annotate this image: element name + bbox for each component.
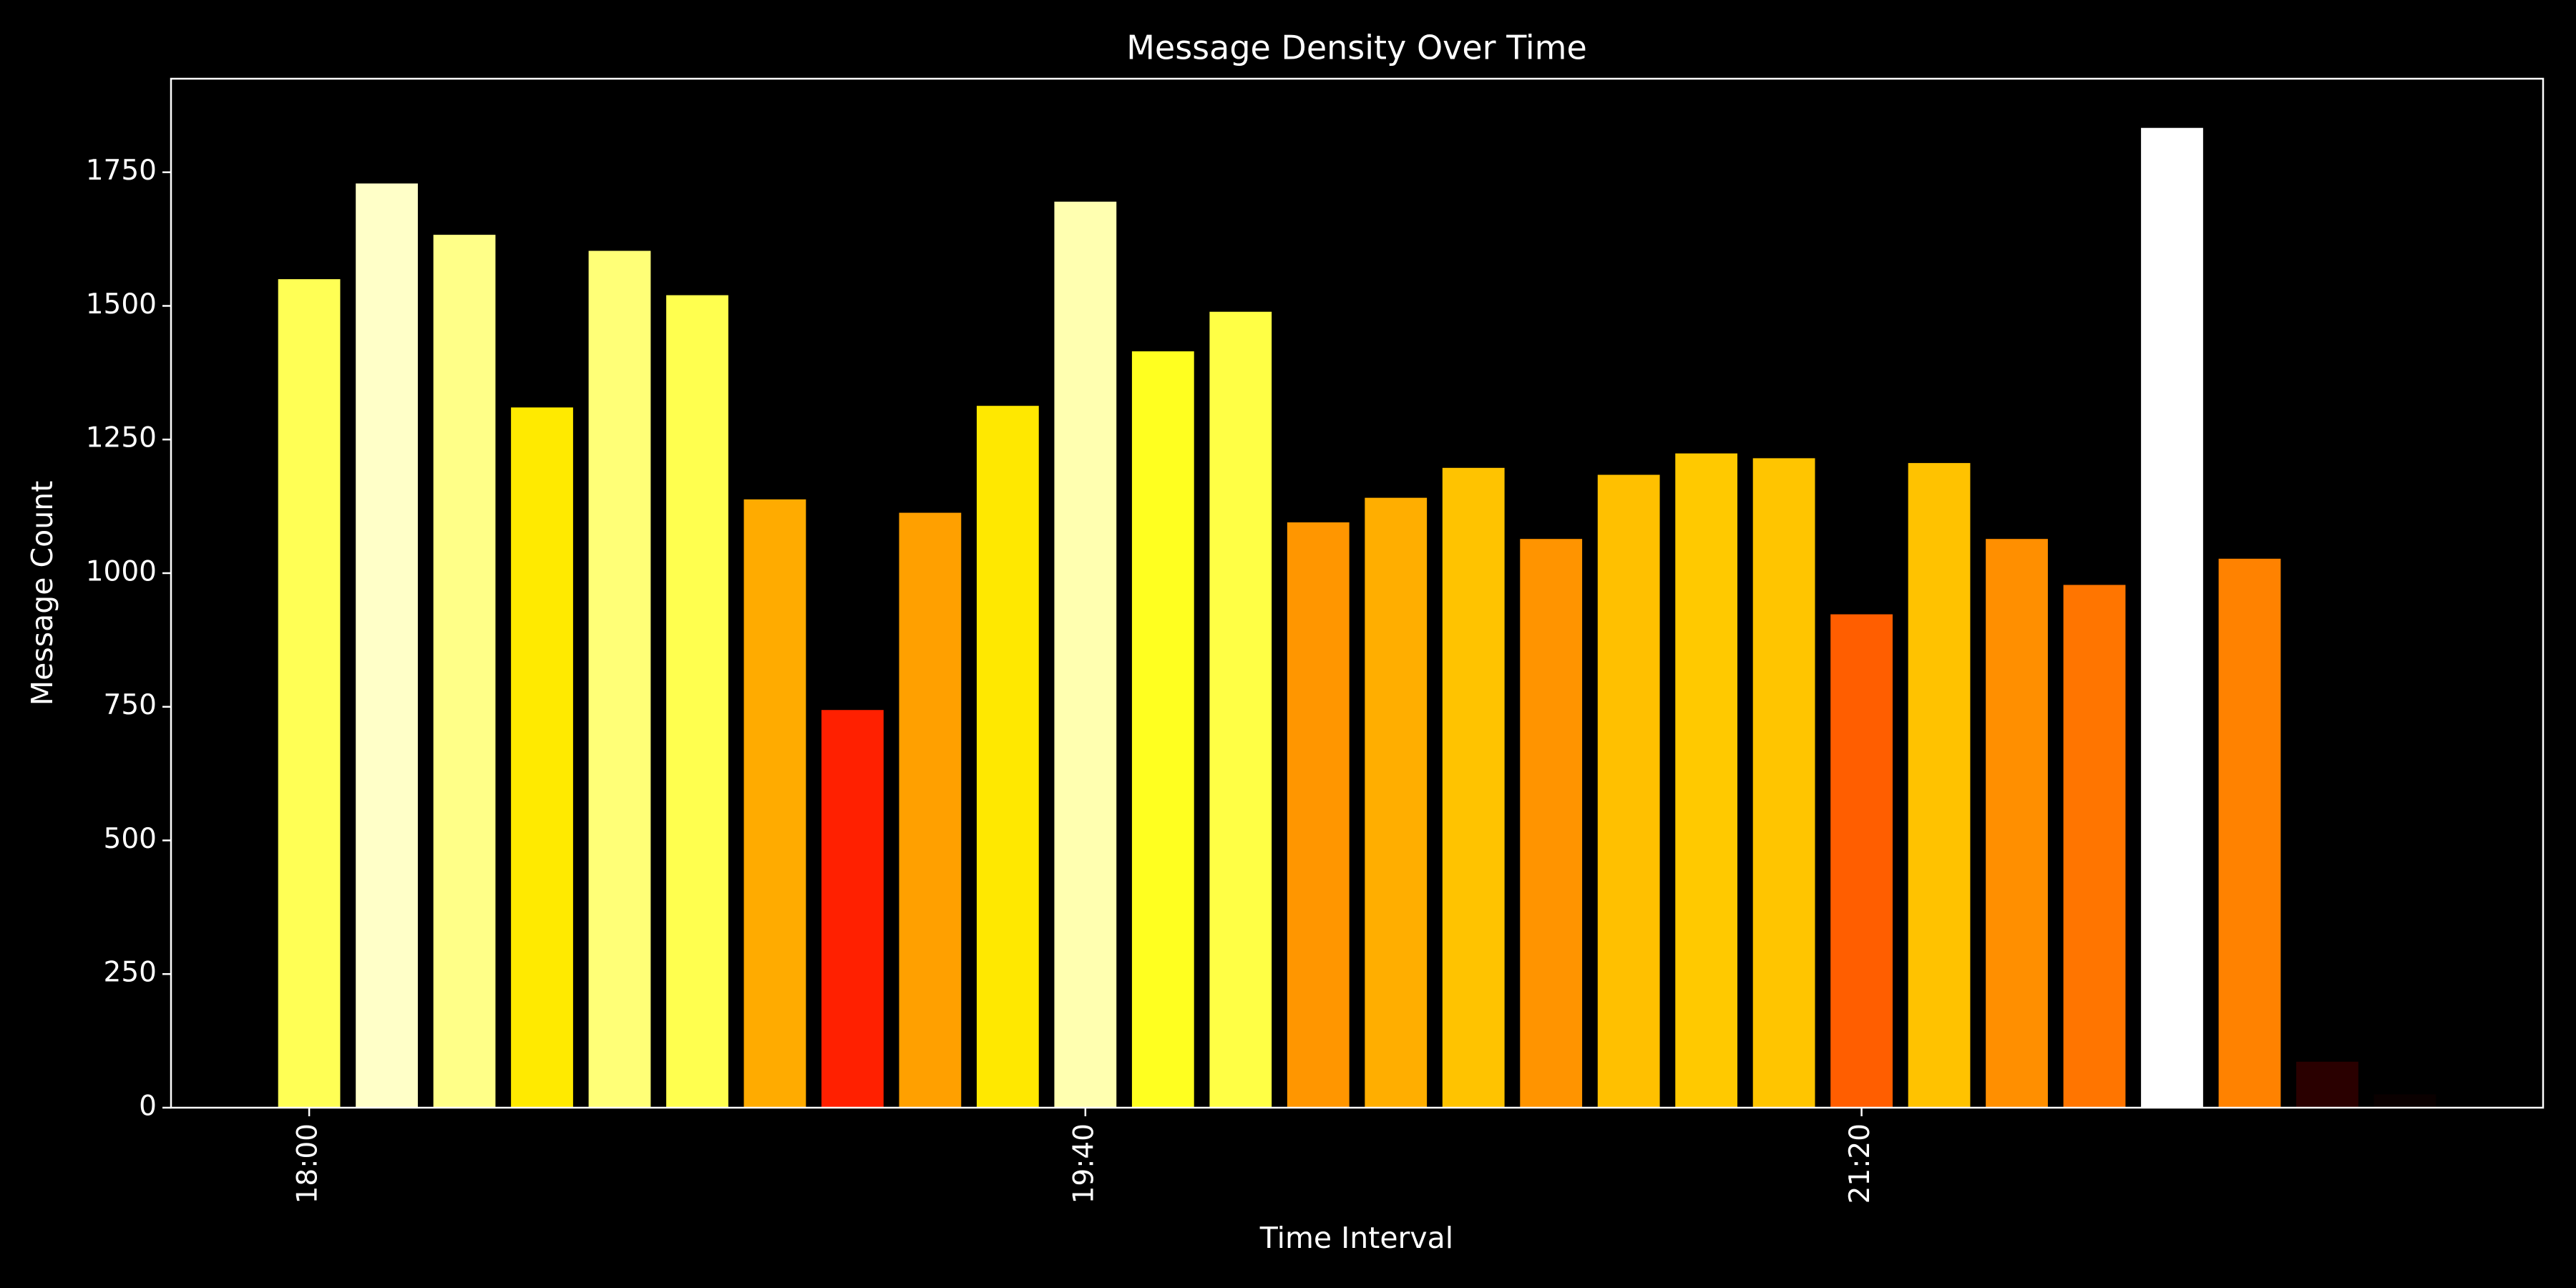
bar xyxy=(976,406,1039,1108)
y-tick-label: 1250 xyxy=(86,422,157,454)
bar xyxy=(899,512,962,1108)
bar xyxy=(433,235,496,1108)
bar xyxy=(821,710,884,1108)
y-tick-label: 1750 xyxy=(86,155,157,187)
x-tick-label: 21:20 xyxy=(1844,1123,1876,1204)
bar xyxy=(2373,1094,2436,1108)
bar xyxy=(1908,463,1971,1108)
bar xyxy=(1597,474,1660,1108)
plot-frame xyxy=(170,77,2545,1109)
bar xyxy=(1209,311,1272,1108)
bar xyxy=(1520,539,1583,1108)
bar xyxy=(1830,614,1893,1108)
bar xyxy=(2296,1061,2358,1108)
bar xyxy=(1986,539,2048,1108)
bar xyxy=(1054,201,1117,1108)
bar xyxy=(666,295,728,1108)
bar xyxy=(278,279,341,1108)
bar xyxy=(511,407,573,1108)
y-tick-label: 1000 xyxy=(86,555,157,587)
y-tick-label: 0 xyxy=(139,1091,157,1123)
y-tick-label: 500 xyxy=(104,823,157,855)
bar xyxy=(743,499,806,1108)
x-tick-label: 19:40 xyxy=(1068,1123,1100,1204)
bar xyxy=(588,250,651,1108)
bar xyxy=(1287,522,1350,1108)
bar xyxy=(1752,458,1815,1108)
x-axis-label: Time Interval xyxy=(1259,1221,1453,1255)
bar xyxy=(2141,127,2203,1108)
bar xyxy=(2218,558,2281,1108)
y-tick-label: 750 xyxy=(104,689,157,721)
bar xyxy=(1442,467,1505,1108)
y-tick-label: 1500 xyxy=(86,288,157,321)
bar xyxy=(356,183,418,1108)
y-axis-label: Message Count xyxy=(25,481,59,706)
bar xyxy=(1675,453,1738,1108)
x-tick-label: 18:00 xyxy=(292,1123,324,1204)
chart-title: Message Density Over Time xyxy=(1126,29,1587,67)
bar xyxy=(2063,585,2126,1108)
y-tick-label: 250 xyxy=(104,957,157,989)
bar xyxy=(1365,497,1428,1108)
bar xyxy=(1131,351,1194,1108)
